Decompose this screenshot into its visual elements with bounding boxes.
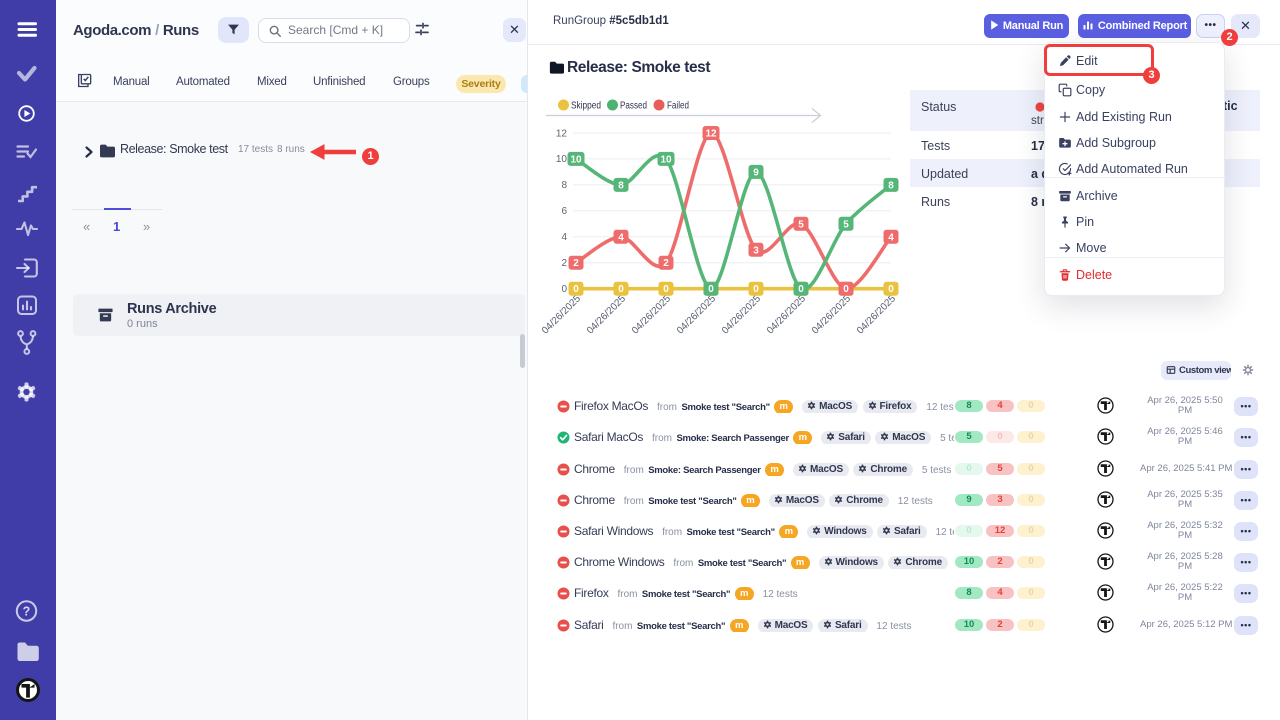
svg-text:04/26/2025: 04/26/2025 bbox=[630, 293, 673, 336]
svg-text:0: 0 bbox=[798, 284, 804, 295]
svg-text:8: 8 bbox=[888, 180, 894, 191]
svg-text:8: 8 bbox=[618, 180, 624, 191]
svg-text:10: 10 bbox=[556, 154, 568, 165]
svg-text:4: 4 bbox=[618, 232, 624, 243]
svg-text:0: 0 bbox=[573, 284, 579, 295]
svg-text:04/26/2025: 04/26/2025 bbox=[675, 293, 718, 336]
svg-text:3: 3 bbox=[753, 245, 759, 256]
svg-text:04/26/2025: 04/26/2025 bbox=[855, 293, 898, 336]
svg-text:Passed: Passed bbox=[620, 101, 647, 112]
svg-text:6: 6 bbox=[561, 206, 567, 217]
svg-text:04/26/2025: 04/26/2025 bbox=[765, 293, 808, 336]
svg-text:10: 10 bbox=[660, 154, 672, 165]
svg-text:0: 0 bbox=[753, 284, 759, 295]
svg-text:?: ? bbox=[23, 605, 31, 619]
svg-text:0: 0 bbox=[888, 284, 894, 295]
svg-text:0: 0 bbox=[561, 284, 567, 295]
svg-text:0: 0 bbox=[663, 284, 669, 295]
svg-text:12: 12 bbox=[705, 129, 717, 140]
svg-text:2: 2 bbox=[561, 258, 567, 269]
svg-text:Skipped: Skipped bbox=[571, 101, 601, 112]
svg-text:4: 4 bbox=[561, 232, 567, 243]
svg-text:5: 5 bbox=[843, 219, 849, 230]
svg-text:04/26/2025: 04/26/2025 bbox=[810, 293, 853, 336]
svg-text:8: 8 bbox=[561, 180, 567, 191]
svg-text:12: 12 bbox=[556, 128, 568, 139]
svg-text:4: 4 bbox=[888, 232, 894, 243]
svg-text:10: 10 bbox=[570, 154, 582, 165]
svg-text:04/26/2025: 04/26/2025 bbox=[540, 293, 583, 336]
svg-text:0: 0 bbox=[618, 284, 624, 295]
svg-text:5: 5 bbox=[798, 219, 804, 230]
svg-text:2: 2 bbox=[573, 258, 579, 269]
svg-text:04/26/2025: 04/26/2025 bbox=[585, 293, 628, 336]
svg-text:Failed: Failed bbox=[667, 101, 689, 112]
svg-text:0: 0 bbox=[843, 284, 849, 295]
svg-text:04/26/2025: 04/26/2025 bbox=[720, 293, 763, 336]
svg-text:0: 0 bbox=[708, 284, 714, 295]
svg-text:2: 2 bbox=[663, 258, 669, 269]
svg-text:9: 9 bbox=[753, 167, 759, 178]
